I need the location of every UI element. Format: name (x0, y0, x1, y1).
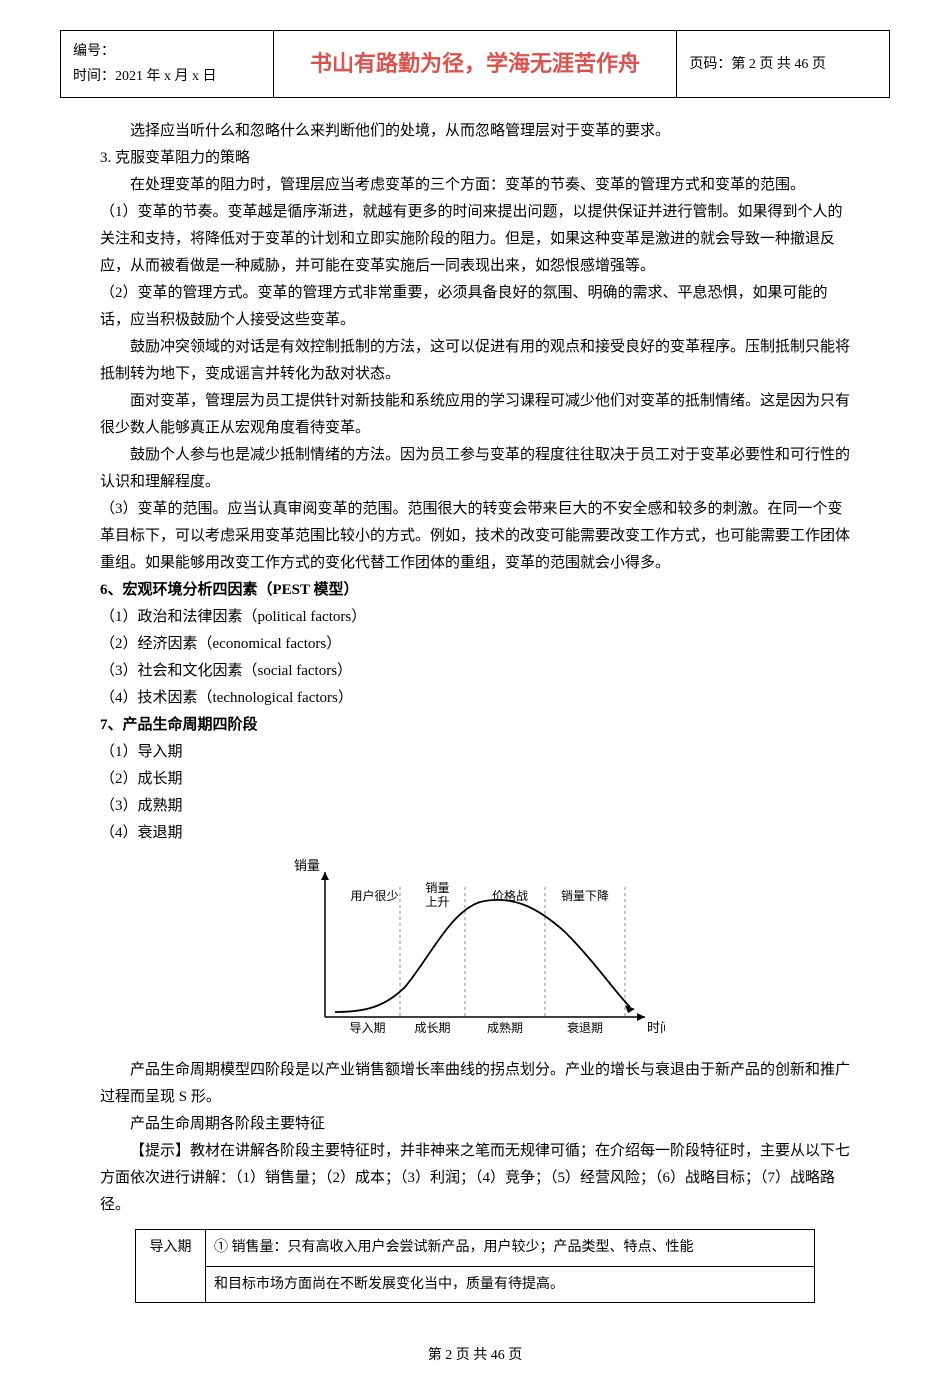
paragraph: 产品生命周期各阶段主要特征 (100, 1111, 850, 1138)
page-footer: 第 2 页 共 46 页 (0, 1343, 950, 1368)
svg-text:成长期: 成长期 (414, 1021, 450, 1035)
list-item: （3）成熟期 (100, 793, 850, 820)
list-item: （4）衰退期 (100, 820, 850, 847)
header-center-cell: 书山有路勤为径，学海无涯苦作舟 (273, 31, 677, 98)
header-motto: 书山有路勤为径，学海无涯苦作舟 (310, 51, 640, 76)
lifecycle-chart: 销量时间导入期成长期成熟期衰退期用户很少销量上升价格战销量下降 (100, 857, 850, 1047)
list-item: （1）政治和法律因素（political factors） (100, 604, 850, 631)
section-7-title: 7、产品生命周期四阶段 (100, 712, 850, 739)
paragraph: 鼓励个人参与也是减少抵制情绪的方法。因为员工参与变革的程度往往取决于员工对于变革… (100, 442, 850, 496)
section-6-title: 6、宏观环境分析四因素（PEST 模型） (100, 577, 850, 604)
page-code: 页码：第 2 页 共 46 页 (689, 57, 826, 72)
phase-content-cell: ① 销售量：只有高收入用户会尝试新产品，用户较少；产品类型、特点、性能 (206, 1230, 815, 1266)
list-item: （1）导入期 (100, 739, 850, 766)
list-item: （2）成长期 (100, 766, 850, 793)
svg-text:销量: 销量 (294, 858, 320, 873)
paragraph: 产品生命周期模型四阶段是以产业销售额增长率曲线的拐点划分。产业的增长与衰退由于新… (100, 1057, 850, 1111)
paragraph: （2）变革的管理方式。变革的管理方式非常重要，必须具备良好的氛围、明确的需求、平… (100, 280, 850, 334)
paragraph: （3）变革的范围。应当认真审阅变革的范围。范围很大的转变会带来巨大的不安全感和较… (100, 496, 850, 577)
paragraph: 【提示】教材在讲解各阶段主要特征时，并非神来之笔而无规律可循；在介绍每一阶段特征… (100, 1138, 850, 1219)
paragraph: 选择应当听什么和忽略什么来判断他们的处境，从而忽略管理层对于变革的要求。 (100, 118, 850, 145)
header-left-cell: 编号： 时间：2021 年 x 月 x 日 (61, 31, 274, 98)
header-right-cell: 页码：第 2 页 共 46 页 (677, 31, 890, 98)
paragraph: 在处理变革的阻力时，管理层应当考虑变革的三个方面：变革的节奏、变革的管理方式和变… (100, 172, 850, 199)
paragraph: 鼓励冲突领域的对话是有效控制抵制的方法，这可以促进有用的观点和接受良好的变革程序… (100, 334, 850, 388)
list-item: （2）经济因素（economical factors） (100, 631, 850, 658)
lifecycle-svg: 销量时间导入期成长期成熟期衰退期用户很少销量上升价格战销量下降 (285, 857, 665, 1037)
doc-date: 时间：2021 年 x 月 x 日 (73, 64, 261, 89)
paragraph: 面对变革，管理层为员工提供针对新技能和系统应用的学习课程可减少他们对变革的抵制情… (100, 388, 850, 442)
footer-page-number: 第 2 页 共 46 页 (428, 1348, 523, 1363)
phase-content-cell: 和目标市场方面尚在不断发展变化当中，质量有待提高。 (206, 1266, 815, 1302)
svg-text:销量下降: 销量下降 (561, 889, 609, 903)
svg-text:用户很少: 用户很少 (350, 888, 398, 903)
svg-text:销量: 销量 (425, 881, 449, 895)
list-item: （4）技术因素（technological factors） (100, 685, 850, 712)
svg-text:价格战: 价格战 (492, 888, 528, 903)
svg-text:时间: 时间 (647, 1020, 665, 1035)
svg-text:成熟期: 成熟期 (487, 1020, 523, 1035)
svg-text:衰退期: 衰退期 (567, 1020, 603, 1035)
phase-table: 导入期 ① 销售量：只有高收入用户会尝试新产品，用户较少；产品类型、特点、性能 … (135, 1229, 815, 1302)
paragraph: 3. 克服变革阻力的策略 (100, 145, 850, 172)
phase-label-cell: 导入期 (136, 1230, 206, 1302)
paragraph: （1）变革的节奏。变革越是循序渐进，就越有更多的时间来提出问题，以提供保证并进行… (100, 199, 850, 280)
doc-id: 编号： (73, 39, 261, 64)
list-item: （3）社会和文化因素（social factors） (100, 658, 850, 685)
page-header-table: 编号： 时间：2021 年 x 月 x 日 书山有路勤为径，学海无涯苦作舟 页码… (60, 30, 890, 98)
svg-text:导入期: 导入期 (349, 1021, 385, 1035)
main-content: 选择应当听什么和忽略什么来判断他们的处境，从而忽略管理层对于变革的要求。 3. … (0, 118, 950, 1302)
svg-text:上升: 上升 (425, 895, 449, 909)
